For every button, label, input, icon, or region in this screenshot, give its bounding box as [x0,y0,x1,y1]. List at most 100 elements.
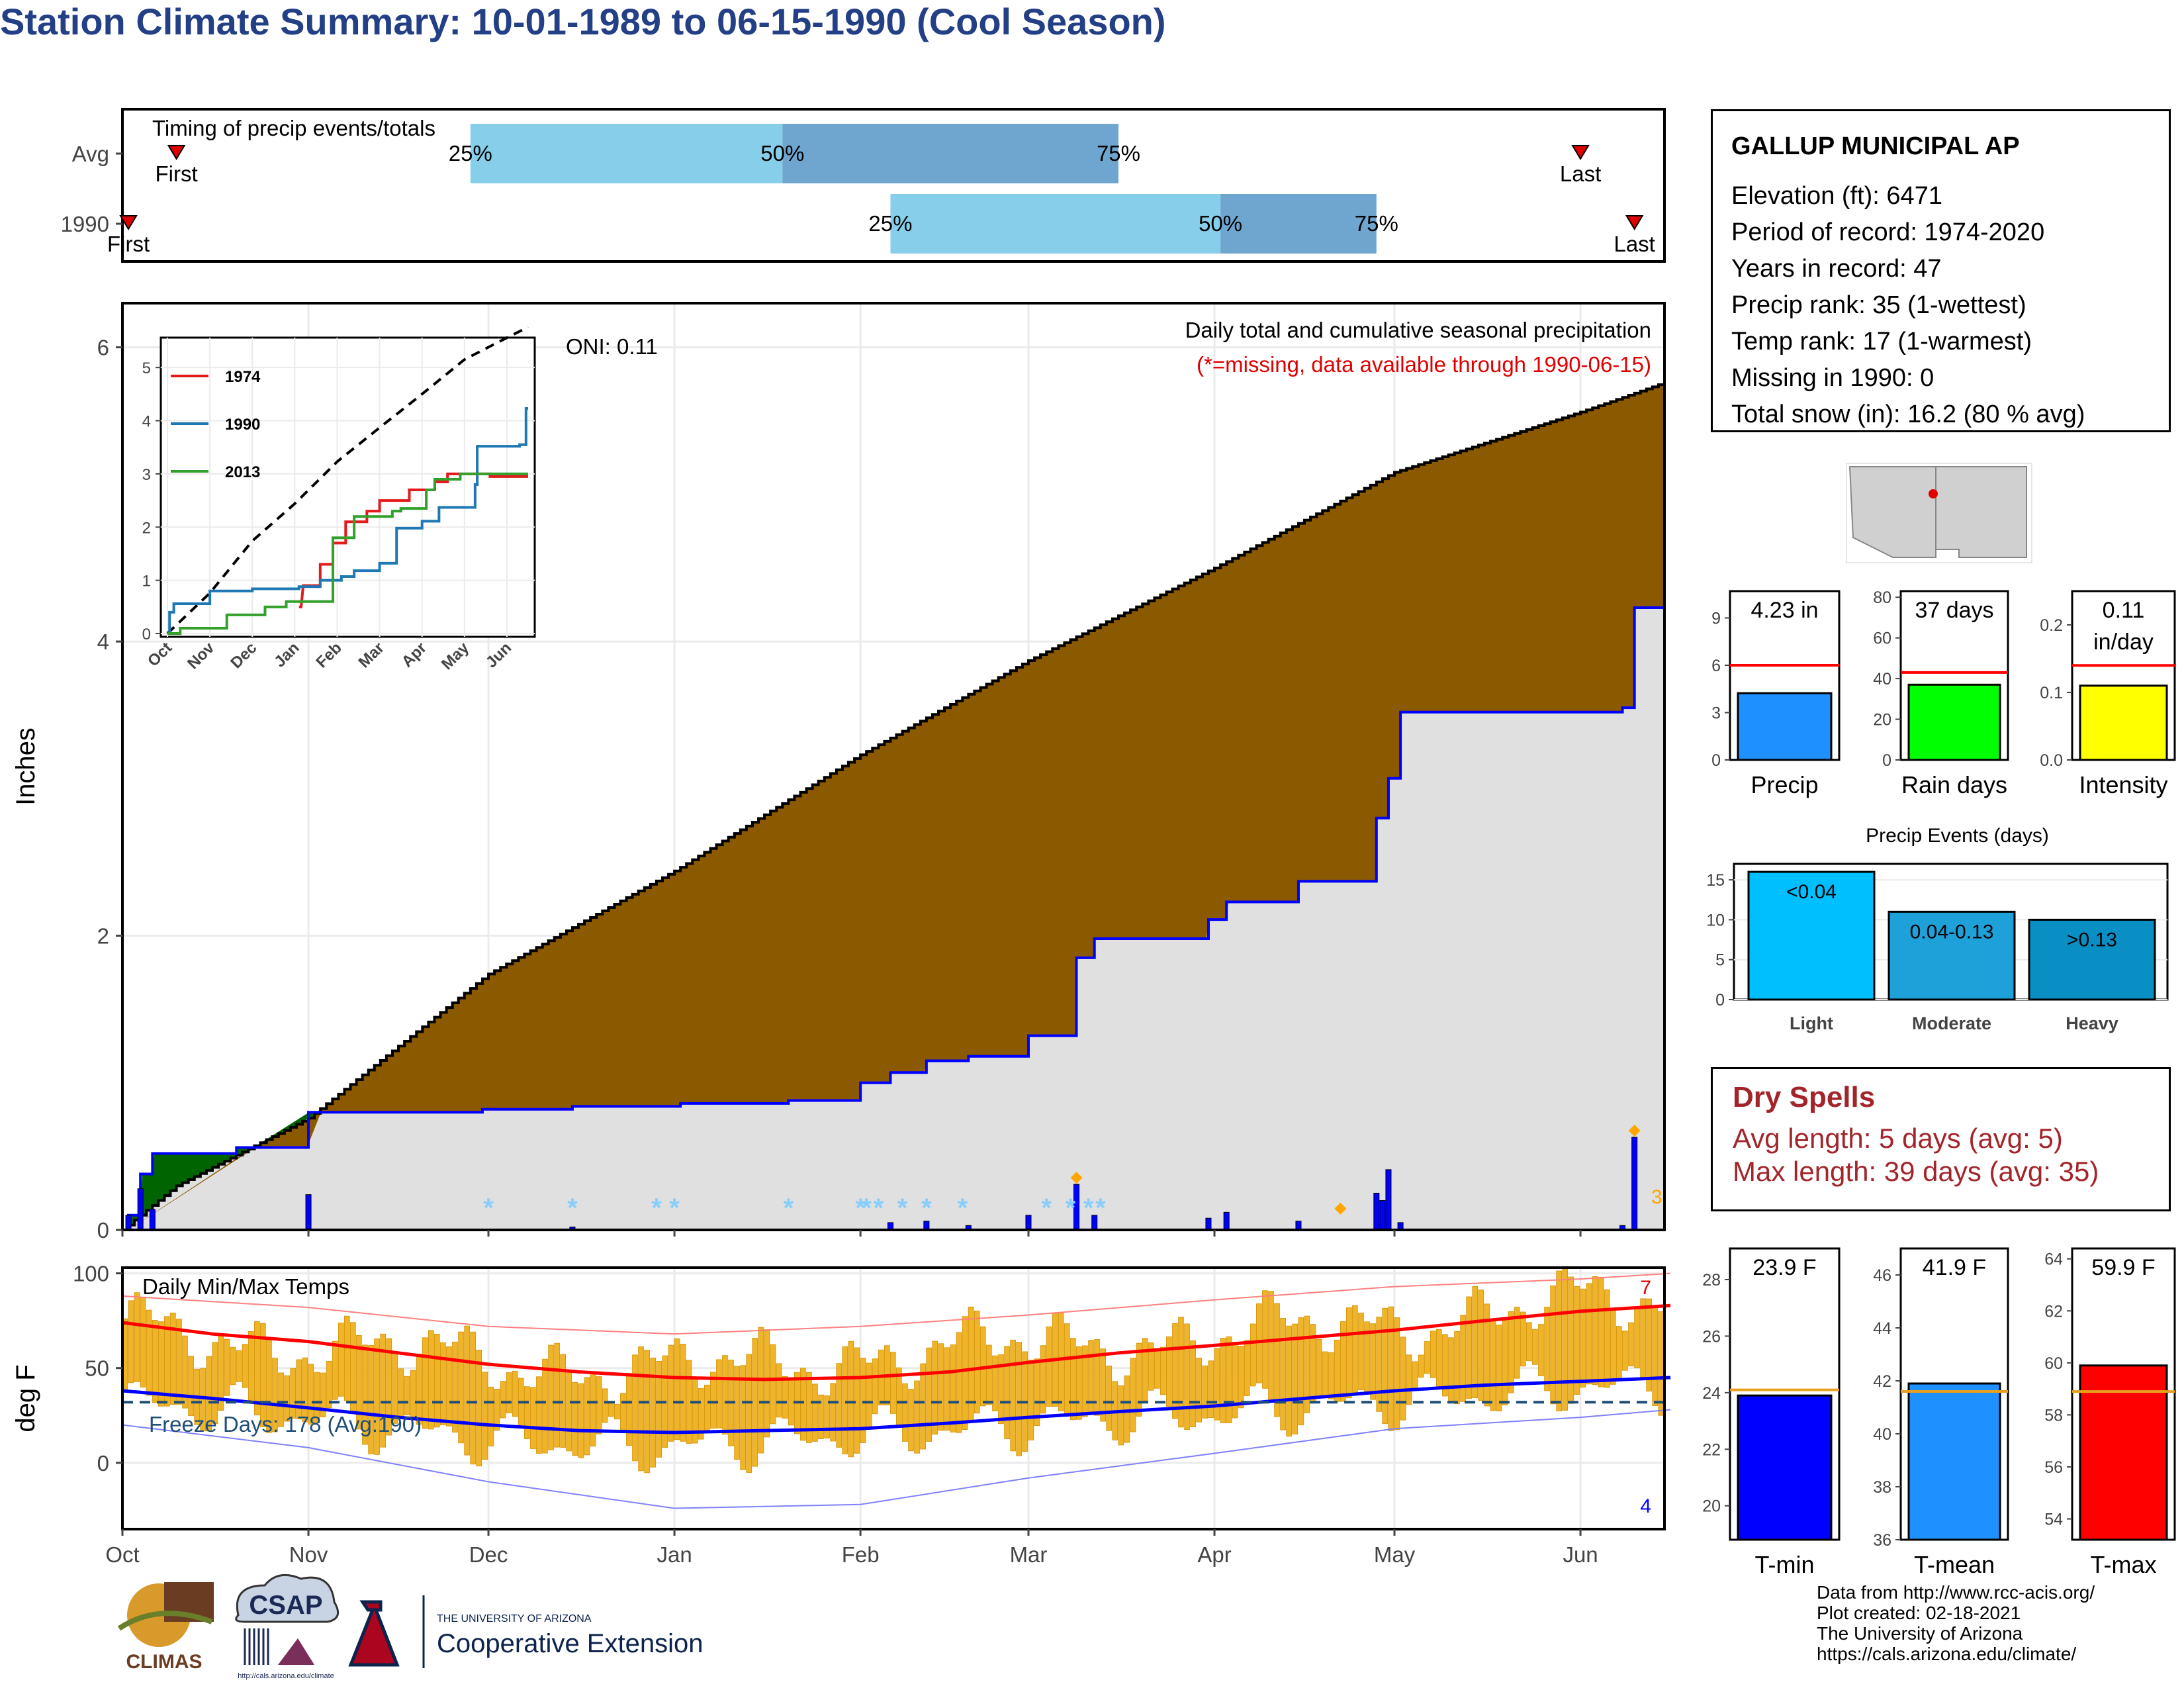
daily-temp-bar [1292,1323,1298,1434]
daily-temp-bar [350,1322,356,1413]
precip-total-bar [1737,692,1833,761]
obs-cumulative-line [122,606,1664,1231]
daily-temp-bar [1574,1286,1580,1395]
daily-temp-bar [1334,1339,1340,1402]
tmean-y-tick-label: 40 [1873,1425,1891,1444]
timing-row-label: 1990 [61,212,109,236]
timing-title: Timing of precip events/totals [152,116,435,140]
daily-temp-bar [596,1376,602,1434]
snow-marker: * [874,1194,884,1223]
snow-marker: * [1095,1194,1106,1223]
daily-temp-bar [1016,1342,1023,1456]
daily-precip-bar [125,1215,132,1231]
station-info-box: GALLUP MUNICIPAL AP Elevation (ft): 6471… [1711,109,2171,432]
daily-temp-bar [1190,1340,1196,1428]
precip-subtitle: (*=missing, data available through 1990-… [1197,352,1651,377]
daily-temp-bar [1040,1345,1046,1414]
daily-temp-bar [1478,1289,1484,1401]
daily-temp-bar [182,1335,188,1409]
daily-temp-bar [1100,1348,1106,1422]
avg-min-line [122,1376,1671,1434]
daily-temp-bar [1388,1306,1394,1431]
daily-temp-bar [788,1378,794,1426]
daily-temp-bar [278,1372,284,1427]
daily-precip-bar [1205,1217,1212,1231]
daily-temp-bar [200,1368,206,1432]
intensity-y-tick-label: 0.1 [2040,684,2063,702]
daily-temp-bar [926,1347,933,1442]
daily-temp-bar [440,1342,446,1426]
daily-temp-bar [452,1341,458,1432]
daily-temp-bar [1472,1286,1479,1399]
daily-temp-bar [422,1337,428,1429]
daily-temp-bar [1652,1305,1659,1406]
y-tick-label: 50 [85,1356,109,1381]
daily-temp-bar [1208,1360,1214,1419]
timing-row-label: Avg [72,142,109,166]
record-precip-marker [1334,1202,1347,1215]
ua-logo: THE UNIVERSITY OF ARIZONA Cooperative Ext… [348,1595,703,1668]
daily-temp-bar [1226,1336,1232,1424]
record-max-line [122,1272,1671,1335]
events-bar-light [1747,870,1876,1001]
tmean-y-tick-label: 46 [1873,1266,1891,1285]
daily-temp-bar [1496,1325,1502,1412]
tmean-y-tick-label: 44 [1873,1319,1891,1338]
csap-logo-cloud [235,1573,340,1623]
ua-logo-line1: THE UNIVERSITY OF ARIZONA [437,1613,592,1624]
daily-temp-bar [1646,1298,1653,1392]
timing-quantile-label: 50% [760,141,804,165]
daily-temp-bar [668,1344,674,1442]
climas-logo-text: CLIMAS [126,1651,203,1673]
snow-marker: * [567,1194,578,1223]
daily-temp-bar [374,1338,380,1455]
timing-event-label: Last [1614,232,1655,256]
daily-temp-bar [709,1372,716,1429]
timing-quantile-label: 75% [1097,141,1140,165]
tmin-y-tick-label: 22 [1702,1440,1721,1459]
daily-temp-bar [343,1315,350,1401]
station-elevation: Elevation (ft): 6471 [1731,182,1942,210]
rain-days-value-label: 37 days [1915,598,1993,623]
daily-temp-bar [889,1352,896,1414]
timing-event-label: First [107,232,150,256]
daily-temp-bar [1160,1346,1166,1395]
daily-temp-bar [1580,1288,1586,1388]
credit-url: https://cals.arizona.edu/climate/ [1817,1644,2077,1664]
events-bar-label: >0.13 [2067,929,2117,951]
ua-logo-line2: Cooperative Extension [437,1629,703,1658]
temp-panel-frame [121,1266,1666,1530]
timing-event-marker [1571,145,1590,160]
events-bar-moderate [1888,910,2016,1001]
tmean-category-label: T-mean [1914,1551,1995,1578]
daily-temp-bar [1268,1291,1274,1401]
daily-temp-bar [932,1340,938,1435]
daily-precip-bar [305,1194,312,1231]
avg-max-line [122,1303,1671,1382]
daily-temp-bar [1430,1331,1436,1378]
daily-temp-bar [1556,1270,1563,1411]
daily-temp-bar [398,1368,404,1417]
daily-temp-bar [128,1300,134,1383]
daily-temp-bar [872,1358,878,1415]
daily-temp-bar [1418,1354,1424,1378]
daily-temp-bar [1634,1308,1640,1368]
daily-temp-bar [224,1338,230,1396]
daily-temp-bar [1442,1334,1448,1397]
daily-temp-bar [614,1403,620,1420]
daily-temp-bar [176,1319,182,1405]
daily-temp-bar [950,1344,956,1432]
precip-total-value-label: 4.23 in [1751,598,1818,623]
daily-temp-bar [740,1365,747,1470]
rain-days-category-label: Rain days [1901,771,2007,798]
daily-temp-bar [1586,1283,1592,1385]
tmean-y-tick-label: 38 [1873,1478,1891,1497]
daily-temp-bar [1148,1342,1154,1391]
events-category-label: Moderate [1912,1013,1991,1033]
tmin-value-label: 23.9 F [1752,1255,1816,1280]
daily-temp-bar [512,1371,518,1417]
obs-cumulative-fill [122,608,1664,1230]
daily-temp-bar [158,1321,164,1407]
daily-temp-bar [1238,1346,1244,1409]
events-title: Precip Events (days) [1866,825,2049,847]
